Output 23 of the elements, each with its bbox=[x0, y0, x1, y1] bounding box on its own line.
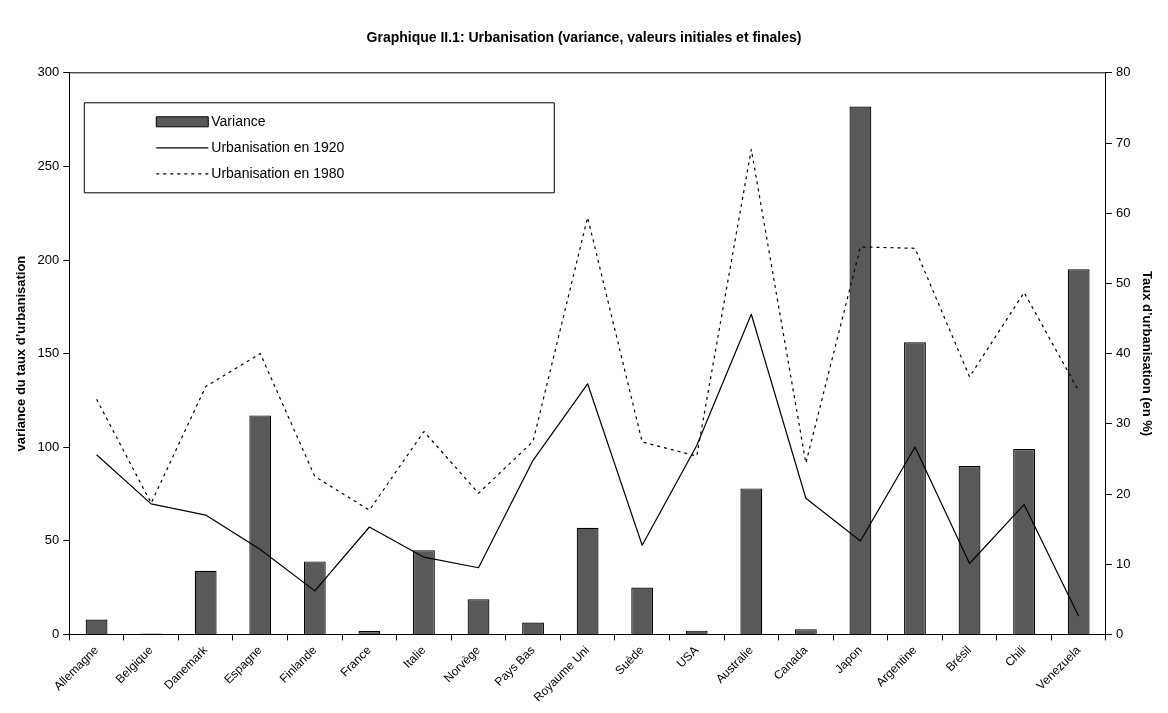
y2-axis-title: Taux d’urbanisation (en %) bbox=[1139, 271, 1155, 437]
y2-tick-label: 70 bbox=[1115, 134, 1131, 150]
legend-label: Variance bbox=[211, 112, 266, 129]
y-tick-label: 0 bbox=[52, 625, 60, 641]
y-tick-label: 200 bbox=[37, 251, 60, 267]
x-tick-label: USA bbox=[673, 643, 702, 671]
y2-tick-label: 60 bbox=[1115, 204, 1131, 220]
y2-tick-label: 50 bbox=[1115, 274, 1131, 290]
chart-title: Graphique II.1: Urbanisation (variance, valeurs initiales et finales) bbox=[366, 29, 802, 46]
y-tick-label: 250 bbox=[37, 157, 60, 173]
legend-label: Urbanisation en 1980 bbox=[211, 164, 345, 181]
y2-tick-label: 80 bbox=[1115, 64, 1131, 80]
y-tick-label: 100 bbox=[37, 438, 60, 454]
legend-label: Urbanisation en 1920 bbox=[211, 138, 345, 155]
y2-tick-label: 20 bbox=[1115, 485, 1131, 501]
y2-tick-label: 10 bbox=[1115, 555, 1131, 571]
y2-tick-label: 40 bbox=[1115, 345, 1131, 361]
y-tick-label: 300 bbox=[37, 64, 60, 80]
y-tick-label: 150 bbox=[37, 345, 60, 361]
y2-tick-label: 30 bbox=[1115, 415, 1131, 431]
y-tick-label: 50 bbox=[44, 532, 60, 548]
y2-tick-label: 0 bbox=[1115, 625, 1124, 641]
y-axis-title: variance du taux d’urbanisation bbox=[13, 255, 29, 452]
